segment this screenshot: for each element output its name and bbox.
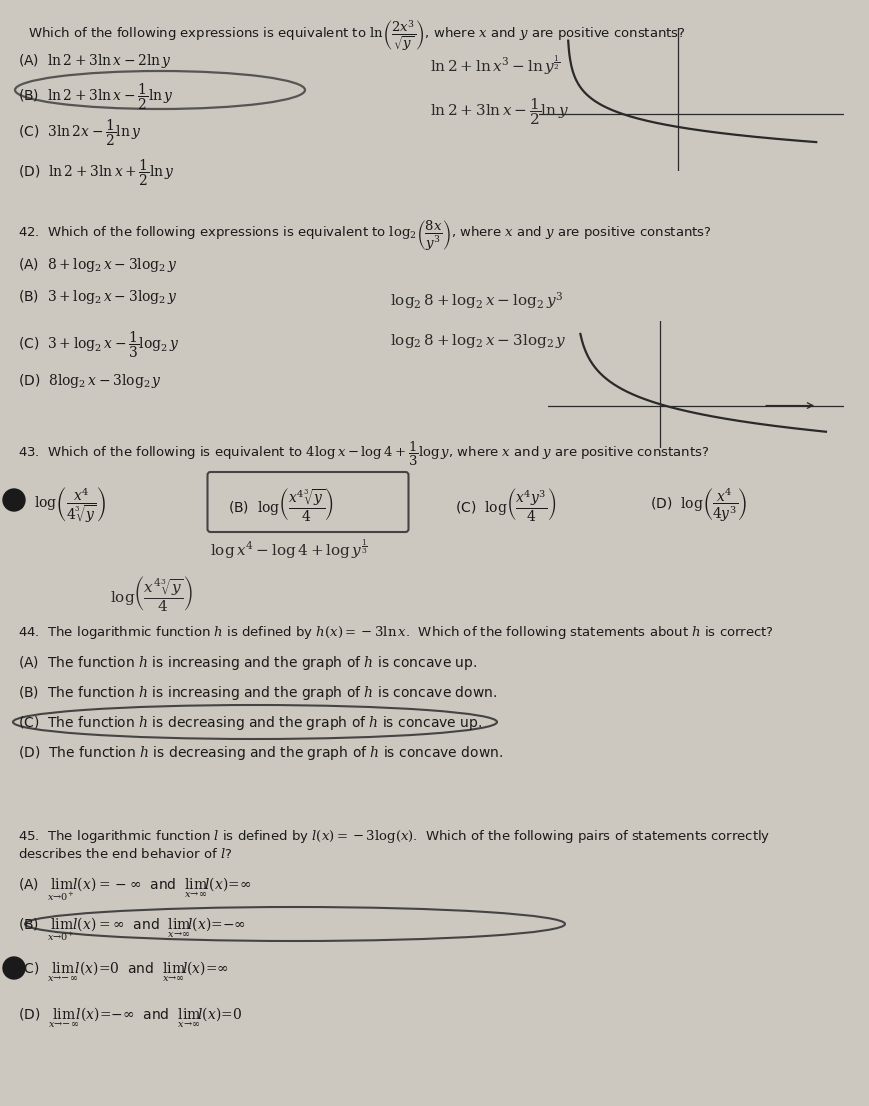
Text: (A)  $8+\log_2 x-3\log_2 y$: (A) $8+\log_2 x-3\log_2 y$ [18,255,177,274]
Text: (B)  $\ln 2+3\ln x-\dfrac{1}{2}\ln y$: (B) $\ln 2+3\ln x-\dfrac{1}{2}\ln y$ [18,82,174,113]
Text: (B)  The function $h$ is increasing and the graph of $h$ is concave down.: (B) The function $h$ is increasing and t… [18,684,497,702]
Text: $\log_2 8+\log_2 x-3\log_2 y$: $\log_2 8+\log_2 x-3\log_2 y$ [389,332,566,349]
Text: (A)  $\log\!\left(\dfrac{x^4}{4\sqrt[3]{y}}\right)$: (A) $\log\!\left(\dfrac{x^4}{4\sqrt[3]{y… [5,486,106,525]
Text: (C)  $3+\log_2 x-\dfrac{1}{3}\log_2 y$: (C) $3+\log_2 x-\dfrac{1}{3}\log_2 y$ [18,330,179,361]
Text: 44.  The logarithmic function $h$ is defined by $h(x)=-3\ln x$.  Which of the fo: 44. The logarithmic function $h$ is defi… [18,624,773,641]
Text: $\log_2 8+\log_2 x-\log_2 y^3$: $\log_2 8+\log_2 x-\log_2 y^3$ [389,290,562,311]
Text: (B)  $3+\log_2 x-3\log_2 y$: (B) $3+\log_2 x-3\log_2 y$ [18,288,177,306]
Text: (B)  $\log\!\left(\dfrac{x^4\sqrt[3]{y}}{4}\right)$: (B) $\log\!\left(\dfrac{x^4\sqrt[3]{y}}{… [228,486,334,523]
Text: $\log x^4-\log 4+\log y^{\frac{1}{3}}$: $\log x^4-\log 4+\log y^{\frac{1}{3}}$ [209,538,368,562]
Text: (A)  $\lim_{x\to 0^+}\!l(x)=-\infty$  and  $\lim_{x\to\infty}\!l(x)=\infty$: (A) $\lim_{x\to 0^+}\!l(x)=-\infty$ and … [18,876,251,904]
Text: 42.  Which of the following expressions is equivalent to $\log_2\!\left(\dfrac{8: 42. Which of the following expressions i… [18,218,711,252]
Text: (D)  The function $h$ is decreasing and the graph of $h$ is concave down.: (D) The function $h$ is decreasing and t… [18,744,502,762]
Text: (D)  $\ln 2+3\ln x+\dfrac{1}{2}\ln y$: (D) $\ln 2+3\ln x+\dfrac{1}{2}\ln y$ [18,158,175,188]
Text: (A)  The function $h$ is increasing and the graph of $h$ is concave up.: (A) The function $h$ is increasing and t… [18,654,477,672]
Text: 45.  The logarithmic function $l$ is defined by $l(x)=-3\log(x)$.  Which of the : 45. The logarithmic function $l$ is defi… [18,828,770,862]
Text: $\ln 2+3\ln x-\dfrac{1}{2}\ln y$: $\ln 2+3\ln x-\dfrac{1}{2}\ln y$ [429,96,568,127]
Text: (C)  $\lim_{x\to -\infty}\!l(x)=0$  and  $\lim_{x\to\infty}\!l(x)=\infty$: (C) $\lim_{x\to -\infty}\!l(x)=0$ and $\… [18,960,229,984]
Text: (D)  $8\log_2 x-3\log_2 y$: (D) $8\log_2 x-3\log_2 y$ [18,372,162,390]
Text: (D)  $\lim_{x\to -\infty}\!l(x)=-\infty$  and  $\lim_{x\to\infty}\!l(x)=0$: (D) $\lim_{x\to -\infty}\!l(x)=-\infty$ … [18,1006,242,1030]
Text: (D)  $\log\!\left(\dfrac{x^4}{4y^3}\right)$: (D) $\log\!\left(\dfrac{x^4}{4y^3}\right… [649,486,746,524]
Text: (C)  The function $h$ is decreasing and the graph of $h$ is concave up.: (C) The function $h$ is decreasing and t… [18,714,481,732]
Text: (C)  $\log\!\left(\dfrac{x^4 y^3}{4}\right)$: (C) $\log\!\left(\dfrac{x^4 y^3}{4}\righ… [454,486,556,523]
Text: (C)  $3\ln 2x-\dfrac{1}{2}\ln y$: (C) $3\ln 2x-\dfrac{1}{2}\ln y$ [18,118,142,148]
Text: $\ln 2+\ln x^3-\ln y^{\frac{1}{2}}$: $\ln 2+\ln x^3-\ln y^{\frac{1}{2}}$ [429,54,560,79]
Text: (A)  $\ln 2+3\ln x-2\ln y$: (A) $\ln 2+3\ln x-2\ln y$ [18,52,172,70]
Text: $\log\!\left(\dfrac{x^4\sqrt[3]{y}}{4}\right)$: $\log\!\left(\dfrac{x^4\sqrt[3]{y}}{4}\r… [109,574,193,613]
Text: (B)  $\lim_{x\to 0^+}\!l(x)=\infty$  and  $\lim_{x\to\infty}\!l(x)=-\infty$: (B) $\lim_{x\to 0^+}\!l(x)=\infty$ and $… [18,916,246,943]
Circle shape [3,957,25,979]
Text: 43.  Which of the following is equivalent to $4\log x-\log 4+\dfrac{1}{3}\log y$: 43. Which of the following is equivalent… [18,440,708,468]
Text: Which of the following expressions is equivalent to $\ln\!\left(\dfrac{2x^3}{\sq: Which of the following expressions is eq… [28,18,685,53]
Circle shape [3,489,25,511]
